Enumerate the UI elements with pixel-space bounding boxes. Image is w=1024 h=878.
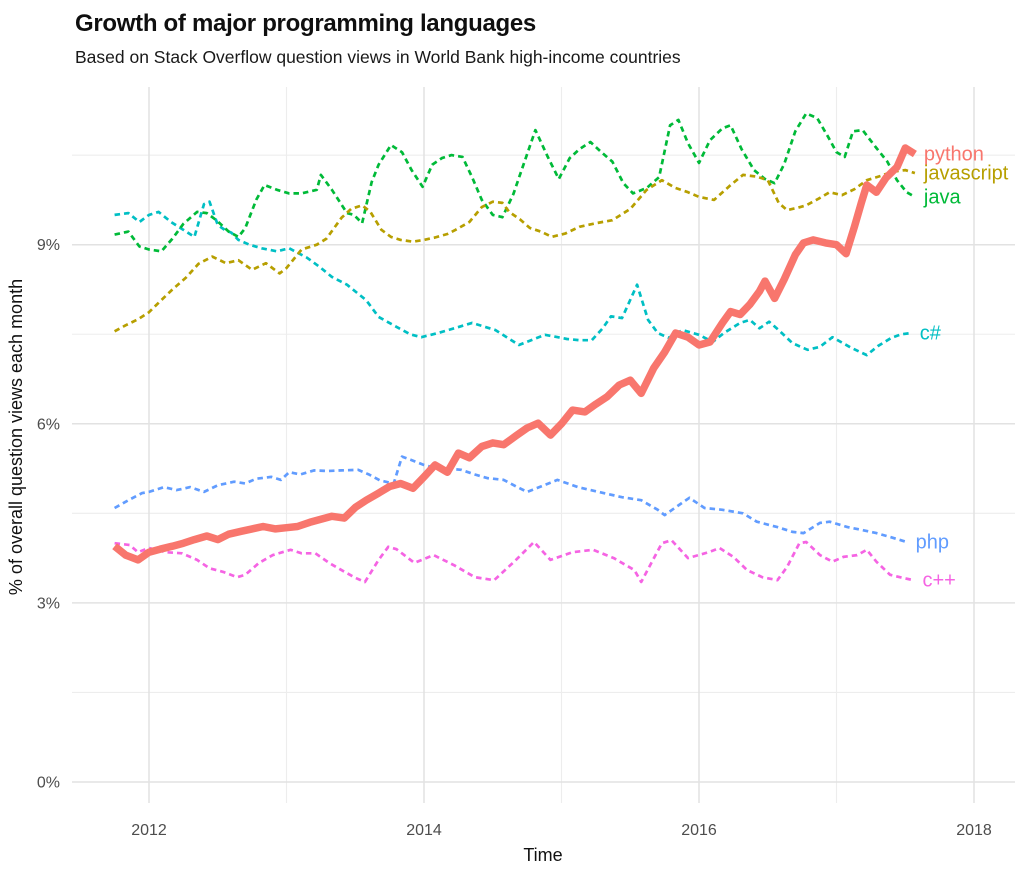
series-end-label-cpp: c++ <box>923 570 956 592</box>
series-end-label-csharp: c# <box>920 323 942 345</box>
series-end-label-php: php <box>916 532 949 554</box>
x-tick-label: 2016 <box>681 822 717 839</box>
series-line-javascript <box>113 168 916 333</box>
series-end-label-java: java <box>923 186 962 208</box>
series-line-php <box>113 455 907 544</box>
x-axis-title: Time <box>523 845 562 865</box>
y-tick-label: 3% <box>37 595 60 612</box>
tick-layer: 0% 3% 6% 9% 2012 2014 2016 2018 <box>37 237 992 839</box>
series-end-label-javascript: javascript <box>923 163 1009 185</box>
y-tick-label: 0% <box>37 775 60 792</box>
series-line-java <box>114 112 916 253</box>
series-line-python <box>112 144 917 564</box>
x-tick-label: 2018 <box>956 822 992 839</box>
chart-title: Growth of major programming languages <box>75 10 536 37</box>
x-tick-label: 2014 <box>406 822 442 839</box>
x-tick-label: 2012 <box>131 822 167 839</box>
series-line-csharp <box>114 200 911 357</box>
series-layer <box>112 112 917 584</box>
y-tick-label: 9% <box>37 237 60 254</box>
series-line-cpp <box>114 538 914 584</box>
y-tick-label: 6% <box>37 416 60 433</box>
y-axis-title: % of overall question views each month <box>6 279 26 595</box>
chart-subtitle: Based on Stack Overflow question views i… <box>75 47 681 67</box>
series-end-label-python: python <box>924 143 984 165</box>
